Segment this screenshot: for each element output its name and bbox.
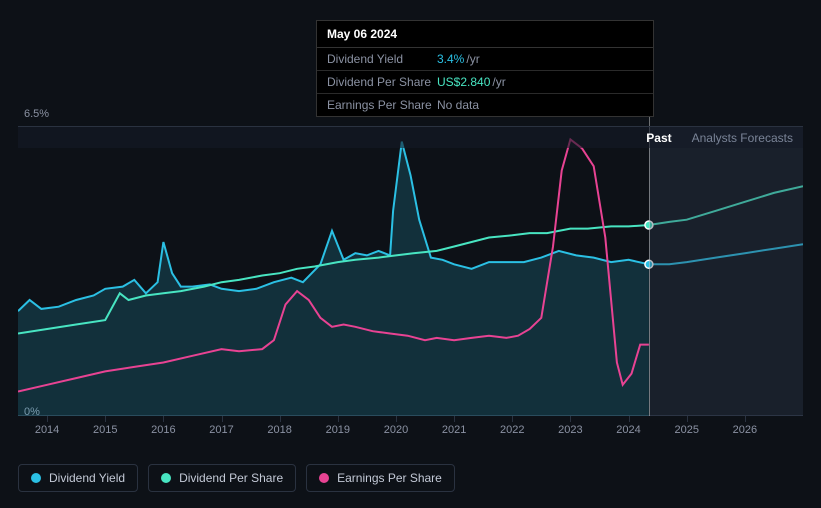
tooltip-row-value: 3.4% bbox=[437, 52, 464, 66]
legend-dot-icon bbox=[161, 473, 171, 483]
tooltip-date: May 06 2024 bbox=[317, 21, 653, 48]
x-tick-label: 2016 bbox=[151, 424, 175, 436]
tooltip-row: Earnings Per ShareNo data bbox=[317, 94, 653, 116]
x-tick-label: 2026 bbox=[733, 424, 757, 436]
tooltip-row: Dividend Per ShareUS$2.840 /yr bbox=[317, 71, 653, 94]
legend-label: Earnings Per Share bbox=[337, 471, 442, 485]
x-tick-line bbox=[47, 416, 48, 422]
legend-item[interactable]: Dividend Yield bbox=[18, 464, 138, 492]
tooltip-row-unit: /yr bbox=[492, 75, 505, 89]
x-tick-label: 2015 bbox=[93, 424, 117, 436]
legend-item[interactable]: Dividend Per Share bbox=[148, 464, 296, 492]
y-axis-top-label: 6.5% bbox=[24, 108, 49, 120]
legend-item[interactable]: Earnings Per Share bbox=[306, 464, 455, 492]
x-tick-line bbox=[396, 416, 397, 422]
tooltip-row-label: Dividend Yield bbox=[327, 52, 437, 66]
x-tick-label: 2014 bbox=[35, 424, 59, 436]
tooltip-row-unit: /yr bbox=[466, 52, 479, 66]
x-tick-label: 2018 bbox=[267, 424, 291, 436]
tab-past[interactable]: Past bbox=[636, 131, 681, 145]
x-tick-label: 2024 bbox=[616, 424, 640, 436]
x-tick-label: 2019 bbox=[326, 424, 350, 436]
tooltip-row-label: Earnings Per Share bbox=[327, 98, 437, 112]
tab-forecast[interactable]: Analysts Forecasts bbox=[682, 131, 803, 145]
x-tick-line bbox=[629, 416, 630, 422]
x-tick-line bbox=[570, 416, 571, 422]
x-tick-line bbox=[454, 416, 455, 422]
legend: Dividend Yield Dividend Per Share Earnings… bbox=[18, 464, 455, 492]
forecast-region bbox=[649, 126, 803, 416]
x-tick-label: 2017 bbox=[209, 424, 233, 436]
x-tick-label: 2021 bbox=[442, 424, 466, 436]
plot-area[interactable] bbox=[18, 126, 803, 416]
x-tick-line bbox=[163, 416, 164, 422]
x-tick-line bbox=[280, 416, 281, 422]
x-tick-line bbox=[222, 416, 223, 422]
x-tick-label: 2020 bbox=[384, 424, 408, 436]
legend-label: Dividend Yield bbox=[49, 471, 125, 485]
tooltip-row-value: No data bbox=[437, 98, 479, 112]
x-tick-line bbox=[105, 416, 106, 422]
legend-dot-icon bbox=[319, 473, 329, 483]
x-tick-label: 2025 bbox=[674, 424, 698, 436]
x-tick-line bbox=[745, 416, 746, 422]
legend-label: Dividend Per Share bbox=[179, 471, 283, 485]
x-tick-label: 2023 bbox=[558, 424, 582, 436]
x-tick-line bbox=[512, 416, 513, 422]
x-tick-line bbox=[687, 416, 688, 422]
x-tick-line bbox=[338, 416, 339, 422]
x-tick-label: 2022 bbox=[500, 424, 524, 436]
tooltip-row-value: US$2.840 bbox=[437, 75, 490, 89]
x-axis: 2014 2015 2016 2017 2018 2019 2020 2021 2022 2023… bbox=[18, 416, 803, 436]
time-toggle-bar: Past Analysts Forecasts bbox=[18, 126, 803, 148]
chart-tooltip: May 06 2024 Dividend Yield3.4% /yrDivide… bbox=[316, 20, 654, 117]
legend-dot-icon bbox=[31, 473, 41, 483]
tooltip-row: Dividend Yield3.4% /yr bbox=[317, 48, 653, 71]
tooltip-row-label: Dividend Per Share bbox=[327, 75, 437, 89]
